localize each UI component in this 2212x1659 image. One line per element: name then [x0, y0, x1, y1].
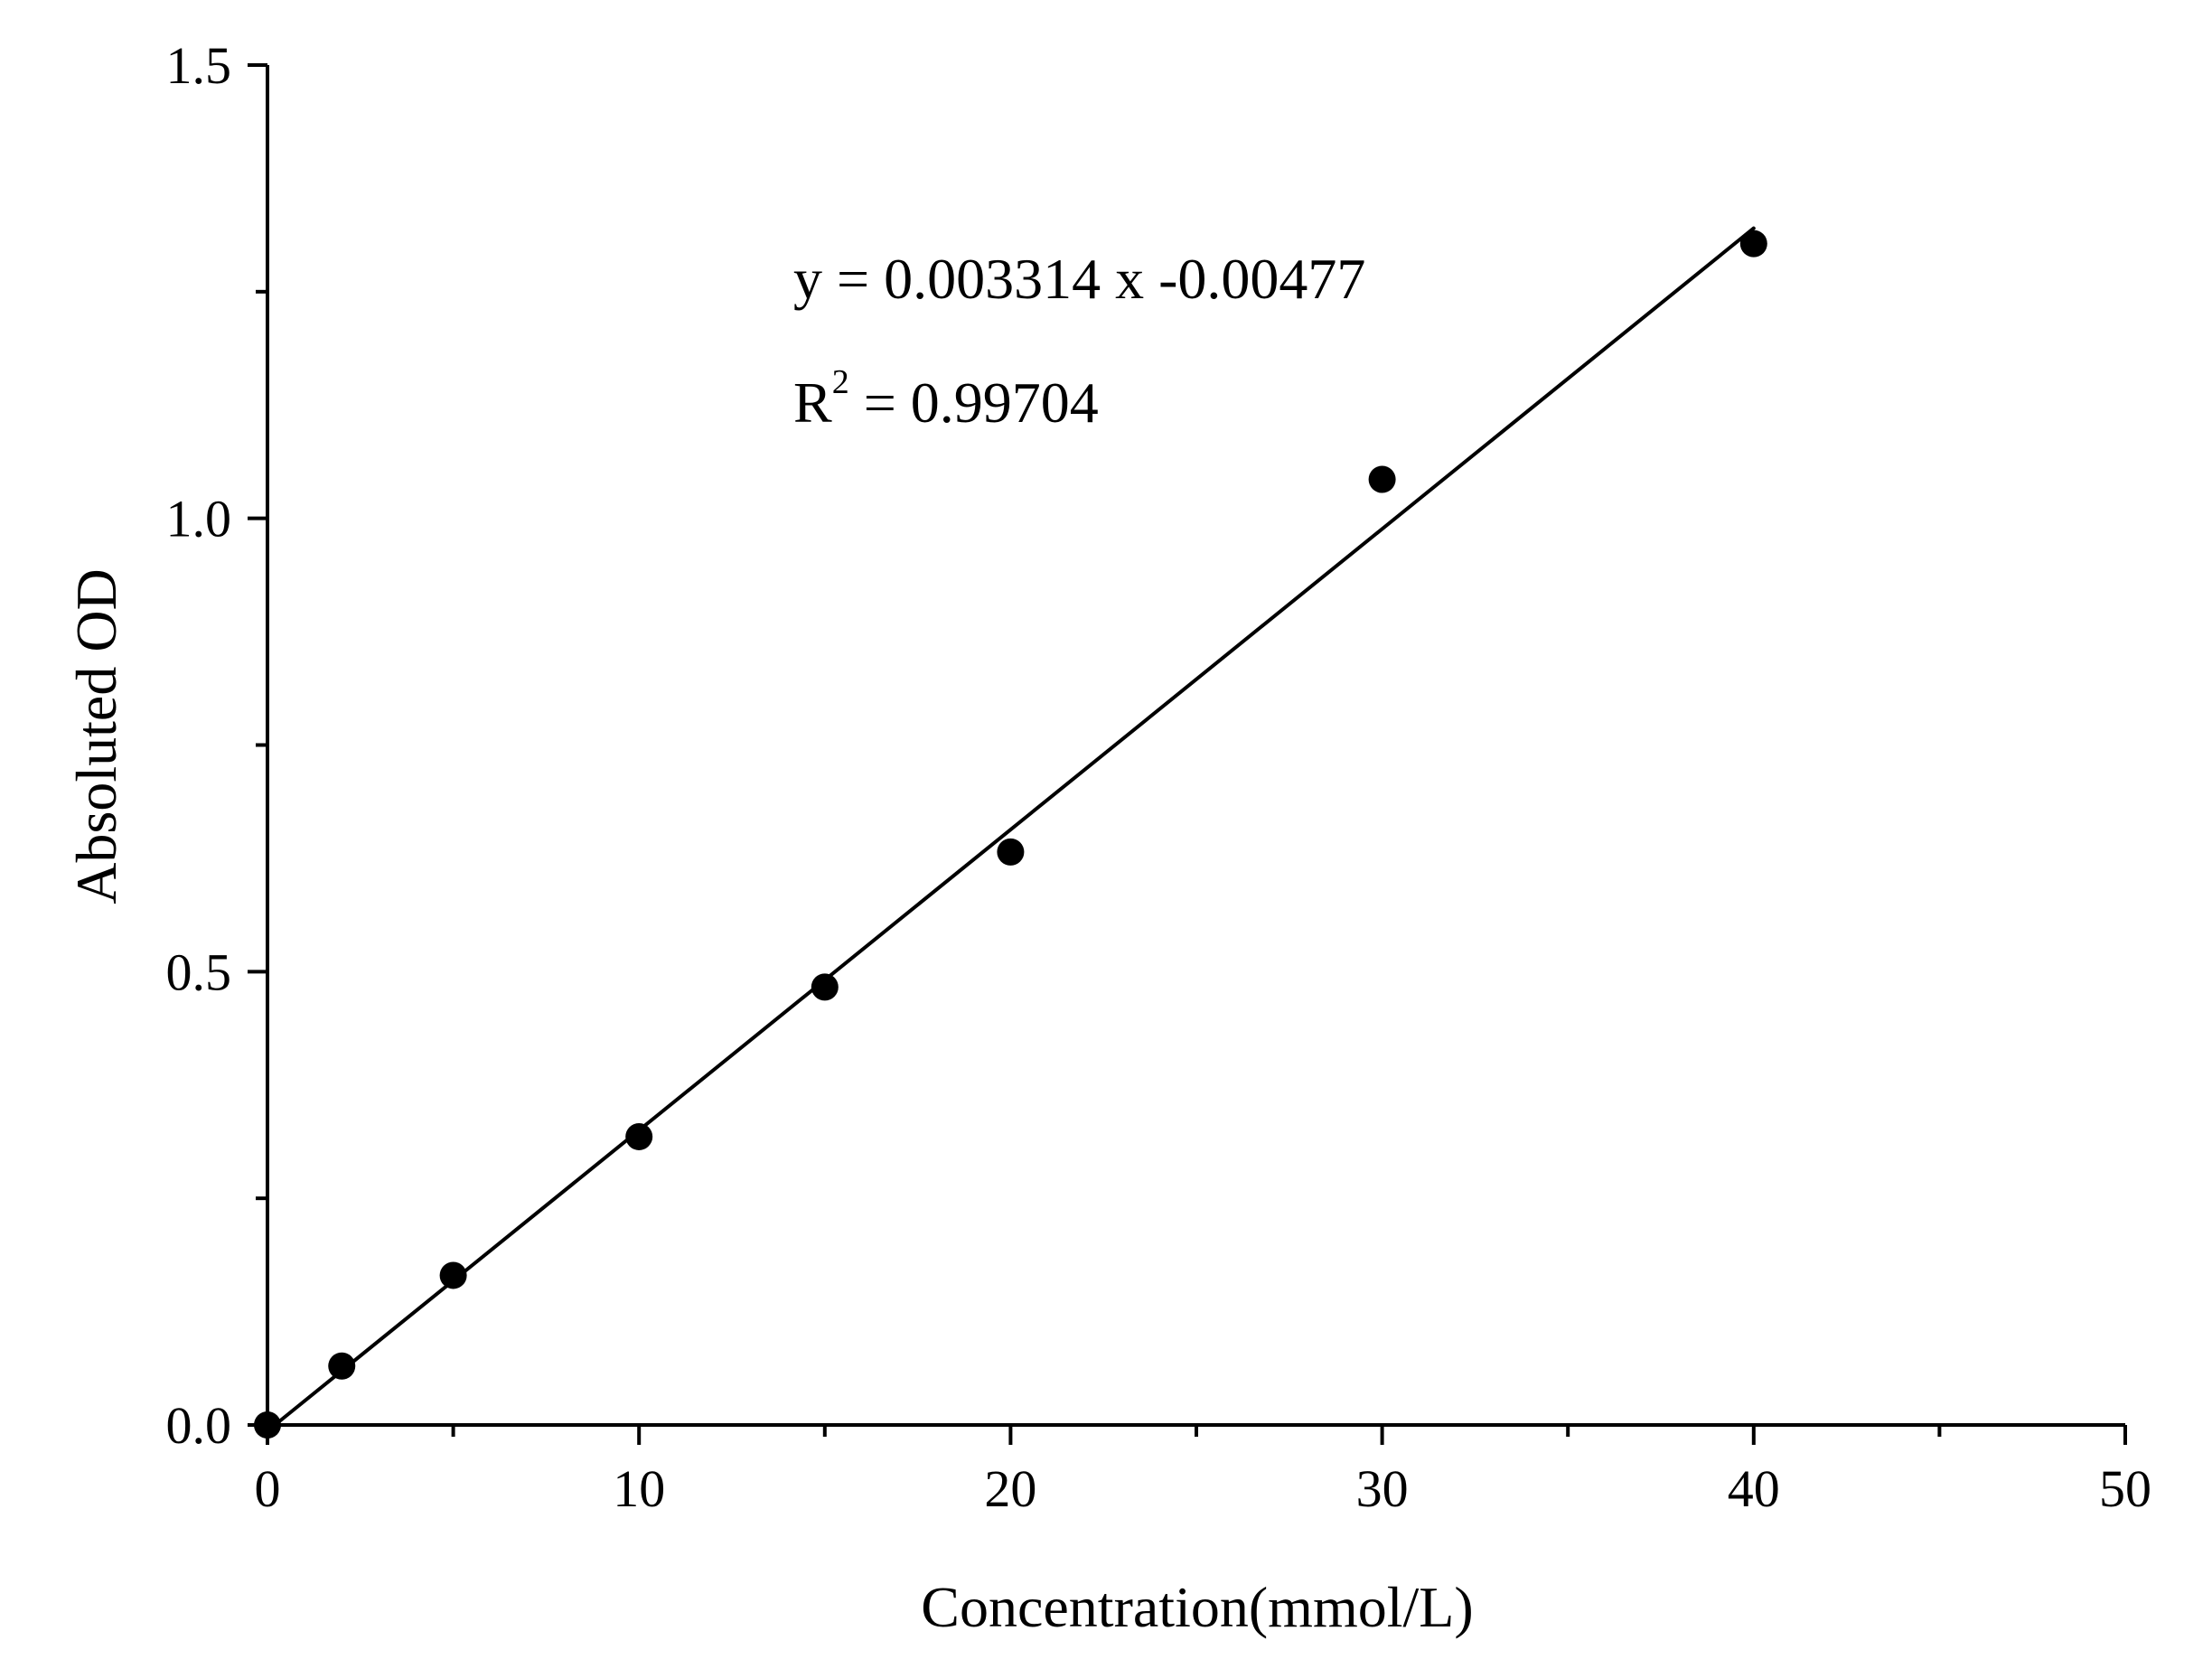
x-tick-label: 20 [984, 1459, 1036, 1518]
x-tick-label: 0 [255, 1459, 281, 1518]
data-point [811, 973, 839, 1001]
x-axis-title: Concentration(mmol/L) [921, 1575, 1473, 1639]
r-squared-value: = 0.99704 [849, 370, 1099, 435]
r-squared-superscript: 2 [832, 363, 849, 401]
r-squared-prefix: R [793, 370, 832, 435]
y-tick-label: 0.5 [166, 942, 232, 1001]
data-point [625, 1122, 653, 1150]
data-point [328, 1352, 356, 1380]
y-tick-label: 1.0 [166, 490, 232, 548]
data-point [997, 838, 1025, 866]
x-tick-label: 10 [613, 1459, 665, 1518]
x-tick-label: 40 [1728, 1459, 1780, 1518]
data-point [254, 1411, 281, 1439]
data-point [1739, 230, 1767, 258]
y-tick-label: 0.0 [166, 1396, 232, 1455]
tick-labels: 0 10 20 30 40 50 0.0 0.5 1.0 1.5 [166, 36, 2152, 1518]
fit-line [273, 226, 1756, 1427]
r-squared-annotation: R2 = 0.99704 [793, 363, 1099, 435]
fit-line-group [273, 226, 1756, 1427]
regression-equation: y = 0.003314 x -0.00477 [793, 247, 1365, 311]
data-points [254, 230, 1767, 1439]
y-axis-title: Absoluted OD [64, 568, 128, 904]
data-point [1368, 465, 1396, 493]
y-tick-label: 1.5 [166, 36, 232, 95]
data-point [439, 1261, 467, 1289]
x-tick-label: 50 [2099, 1459, 2151, 1518]
x-tick-label: 30 [1356, 1459, 1409, 1518]
